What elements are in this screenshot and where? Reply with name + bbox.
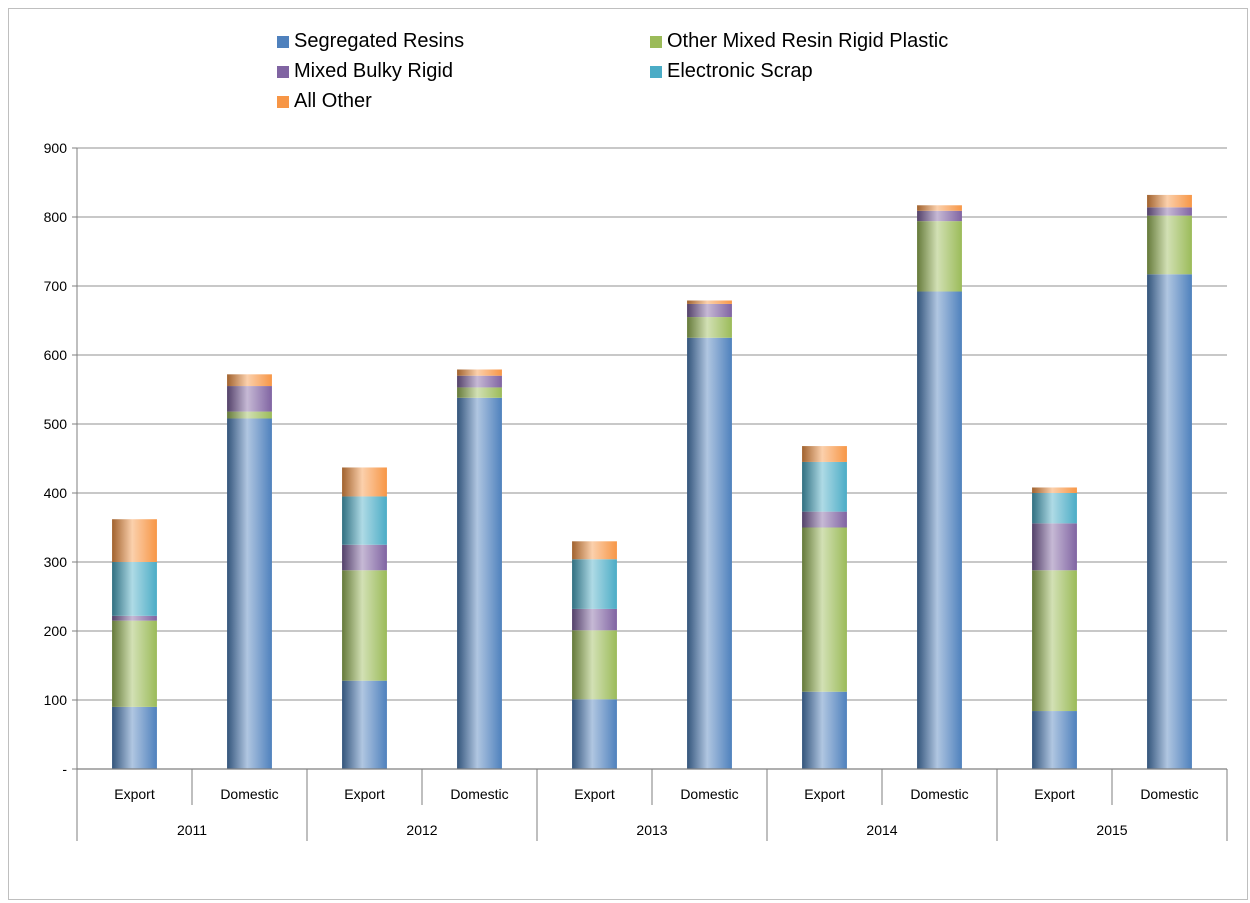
legend-swatch-other-mixed-resin [650,35,662,48]
legend-swatch-electronic-scrap [650,65,662,78]
x-tick-label: Domestic [220,786,278,802]
x-tick-label: Export [114,786,155,802]
bar-segment-other-mixed-resin-rigid-plastic [1032,570,1077,712]
x-tick-label: Export [1034,786,1075,802]
bar-segment-other-mixed-resin-rigid-plastic [1147,215,1192,275]
legend-label-segregated-resins: Segregated Resins [294,30,465,52]
bar-segment-all-other [227,374,272,387]
bar-segment-mixed-bulky-rigid [1032,523,1077,571]
y-tick-label: 200 [44,623,68,639]
bar-segment-electronic-scrap [1032,493,1077,524]
bar-segment-all-other [802,446,847,462]
bar-segment-segregated-resins [227,418,272,769]
bar-segment-segregated-resins [342,680,387,769]
legend-label-mixed-bulky-rigid: Mixed Bulky Rigid [294,60,453,82]
bar-segment-mixed-bulky-rigid [802,511,847,528]
bar-segment-other-mixed-resin-rigid-plastic [457,387,502,398]
legend-swatch-segregated-resins [277,35,289,48]
y-tick-label: 900 [44,140,68,156]
y-tick-label: 100 [44,692,68,708]
bar-segment-electronic-scrap [112,562,157,616]
bar-segment-electronic-scrap [572,559,617,609]
x-tick-label: Export [344,786,385,802]
y-tick-label: 600 [44,347,68,363]
bar-segment-all-other [917,205,962,211]
x-group-label: 2011 [177,822,207,838]
bar-segment-all-other [457,369,502,376]
x-tick-label: Domestic [1140,786,1198,802]
legend-label-all-other: All Other [294,90,372,112]
bar-segment-segregated-resins [1032,711,1077,769]
legend-item-all-other: All Other [277,90,372,113]
y-tick-label: - [62,761,67,777]
bar-segment-other-mixed-resin-rigid-plastic [112,620,157,707]
x-tick-label: Export [574,786,615,802]
bar-segment-mixed-bulky-rigid [112,615,157,621]
x-tick-label: Export [804,786,845,802]
x-group-label: 2013 [636,822,667,838]
x-tick-label: Domestic [450,786,508,802]
legend-label-other-mixed-resin: Other Mixed Resin Rigid Plastic [667,30,949,52]
legend-swatch-mixed-bulky-rigid [277,65,289,78]
y-tick-label: 800 [44,209,68,225]
y-tick-label: 700 [44,278,68,294]
x-group-label: 2014 [866,822,897,838]
legend-swatch-all-other [277,95,289,108]
x-group-label: 2015 [1096,822,1127,838]
bar-segment-segregated-resins [802,691,847,769]
bar-segment-other-mixed-resin-rigid-plastic [802,527,847,692]
bar-segment-mixed-bulky-rigid [227,386,272,412]
bar-segment-all-other [1032,487,1077,493]
bar-segment-segregated-resins [457,397,502,769]
bar-segment-other-mixed-resin-rigid-plastic [917,221,962,292]
bar-segment-other-mixed-resin-rigid-plastic [687,317,732,338]
bar-segment-segregated-resins [917,291,962,769]
y-tick-label: 400 [44,485,68,501]
bar-segment-other-mixed-resin-rigid-plastic [572,630,617,700]
bar-segment-segregated-resins [572,699,617,769]
y-tick-label: 300 [44,554,68,570]
bar-segment-mixed-bulky-rigid [917,210,962,222]
bar-segment-other-mixed-resin-rigid-plastic [227,411,272,419]
bar-segment-mixed-bulky-rigid [342,544,387,571]
x-tick-label: Domestic [910,786,968,802]
bar-segment-all-other [112,519,157,562]
bar-segment-mixed-bulky-rigid [1147,207,1192,216]
bar-segment-electronic-scrap [342,496,387,545]
bar-segment-mixed-bulky-rigid [687,303,732,318]
bar-segment-mixed-bulky-rigid [572,608,617,631]
bar-segment-other-mixed-resin-rigid-plastic [342,570,387,681]
bar-segment-segregated-resins [112,706,157,769]
y-tick-label: 500 [44,416,68,432]
legend-item-mixed-bulky-rigid: Mixed Bulky Rigid [277,60,453,83]
x-group-label: 2012 [406,822,437,838]
bar-segment-electronic-scrap [802,461,847,512]
bar-segment-segregated-resins [687,337,732,769]
x-tick-label: Domestic [680,786,738,802]
legend-item-electronic-scrap: Electronic Scrap [650,60,813,83]
bar-segment-all-other [687,300,732,304]
legend-item-other-mixed-resin: Other Mixed Resin Rigid Plastic [650,30,948,53]
bar-segment-mixed-bulky-rigid [457,375,502,388]
legend-item-segregated-resins: Segregated Resins [277,30,464,53]
bar-segment-all-other [1147,194,1192,208]
bar-segment-segregated-resins [1147,274,1192,769]
bar-segment-all-other [342,467,387,497]
bar-segment-all-other [572,541,617,560]
legend-label-electronic-scrap: Electronic Scrap [667,60,813,82]
